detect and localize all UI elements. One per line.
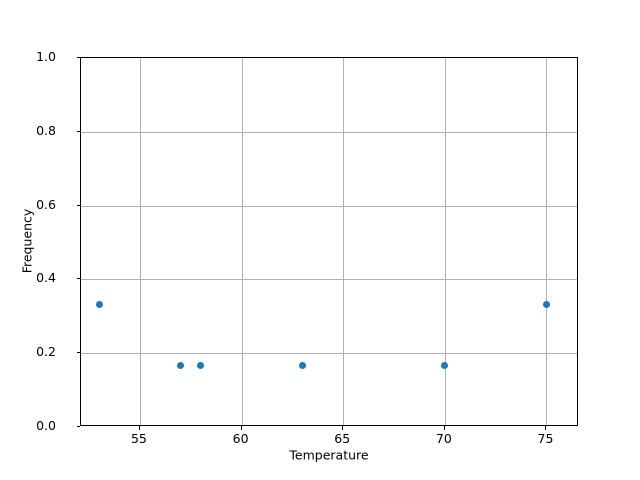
x-tick-label: 75 <box>537 431 554 446</box>
x-tick-label: 70 <box>435 431 452 446</box>
scatter-point <box>441 361 449 369</box>
gridline-vertical <box>444 58 446 425</box>
y-tick-mark <box>76 57 80 58</box>
gridline-vertical <box>546 58 548 425</box>
scatter-point <box>542 300 550 308</box>
y-tick-label: 0.2 <box>36 343 56 359</box>
x-tick-label: 60 <box>232 431 249 446</box>
y-tick-mark <box>76 130 80 132</box>
gridline-horizontal <box>81 353 577 355</box>
plot-axes <box>80 57 578 426</box>
scatter-point <box>299 361 307 369</box>
y-tick-mark <box>76 204 80 206</box>
x-tick-label: 55 <box>130 431 147 446</box>
y-tick-label: 0.6 <box>36 196 56 212</box>
x-tick-mark <box>443 426 445 430</box>
x-tick-mark <box>545 426 547 430</box>
y-tick-label: 1.0 <box>36 48 56 64</box>
y-tick-mark <box>76 352 80 354</box>
scatter-point <box>197 361 205 369</box>
gridline-horizontal <box>81 279 577 281</box>
gridline-vertical <box>139 58 141 425</box>
scatter-point <box>177 361 185 369</box>
y-tick-mark <box>76 278 80 280</box>
gridline-horizontal <box>81 205 577 207</box>
x-tick-label: 65 <box>334 431 351 446</box>
gridline-horizontal <box>81 131 577 133</box>
y-tick-mark <box>76 426 80 427</box>
scatter-point <box>95 300 103 308</box>
x-tick-mark <box>240 426 242 430</box>
gridline-vertical <box>343 58 345 425</box>
x-axis-label: Temperature <box>289 447 369 463</box>
y-axis-label: Frequency <box>19 208 35 274</box>
x-tick-mark <box>342 426 344 430</box>
y-tick-label: 0.4 <box>36 270 56 286</box>
x-tick-mark <box>138 426 140 430</box>
gridline-vertical <box>241 58 243 425</box>
y-tick-label: 0.0 <box>36 417 56 433</box>
y-tick-label: 0.8 <box>36 122 56 138</box>
